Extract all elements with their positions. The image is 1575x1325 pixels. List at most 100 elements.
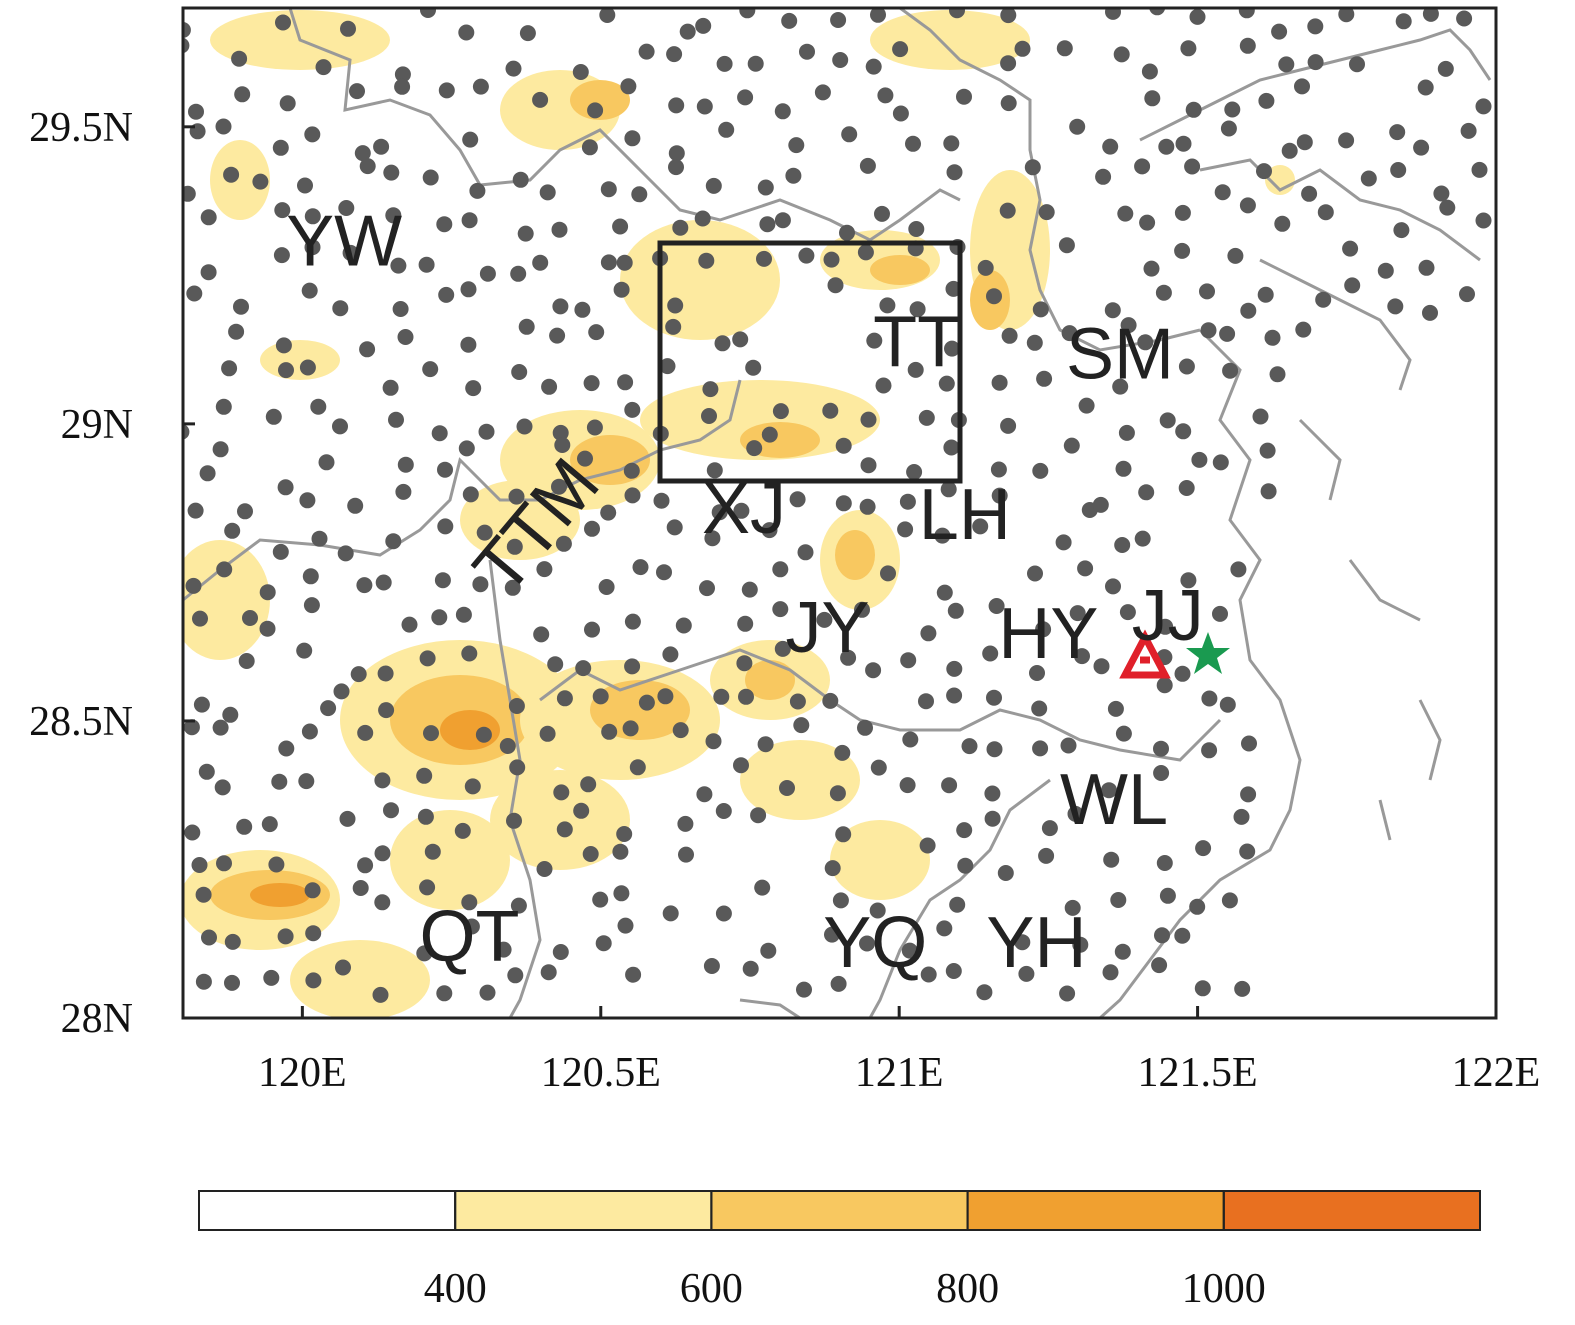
station xyxy=(536,561,553,578)
station xyxy=(946,660,963,677)
station xyxy=(1349,56,1365,73)
station xyxy=(750,807,767,824)
place-label: JJ xyxy=(1132,576,1204,656)
station xyxy=(388,411,404,428)
station xyxy=(1241,735,1257,752)
colorbar-label: 1000 xyxy=(1182,1266,1266,1312)
station xyxy=(277,928,294,945)
station xyxy=(434,572,451,589)
station xyxy=(1437,60,1454,77)
station xyxy=(518,318,535,335)
station xyxy=(1141,63,1158,80)
station xyxy=(613,281,630,298)
station xyxy=(1115,460,1132,477)
station xyxy=(1114,943,1131,960)
station xyxy=(1199,283,1215,300)
station xyxy=(1307,18,1324,35)
station xyxy=(431,425,448,442)
station xyxy=(622,720,639,737)
station xyxy=(991,487,1008,504)
station xyxy=(475,726,492,743)
station xyxy=(662,905,679,922)
station xyxy=(1041,820,1058,837)
station xyxy=(279,95,296,112)
station xyxy=(460,336,477,353)
station xyxy=(268,856,285,873)
station xyxy=(1018,965,1035,982)
station xyxy=(866,332,883,349)
place-label: YW xyxy=(286,202,402,282)
station xyxy=(1459,286,1475,303)
station xyxy=(759,216,776,233)
station xyxy=(1433,185,1450,202)
station xyxy=(183,185,196,202)
station xyxy=(1031,700,1048,717)
station xyxy=(1174,242,1191,259)
station xyxy=(907,361,924,378)
station xyxy=(1422,8,1439,22)
station xyxy=(1301,185,1318,202)
station xyxy=(224,522,241,539)
station xyxy=(1230,561,1247,578)
station xyxy=(946,164,963,181)
station xyxy=(961,738,978,755)
station xyxy=(695,17,712,34)
terrain-patch xyxy=(490,770,630,870)
boundary-line xyxy=(539,648,1222,762)
station xyxy=(713,688,730,705)
station xyxy=(1180,572,1197,589)
station xyxy=(799,43,815,60)
station xyxy=(216,561,233,578)
station xyxy=(580,776,597,793)
station xyxy=(397,456,414,473)
station xyxy=(1056,40,1073,57)
station xyxy=(1115,725,1132,742)
station xyxy=(183,719,200,736)
station xyxy=(745,359,762,376)
station xyxy=(438,286,455,303)
station xyxy=(880,565,896,582)
station xyxy=(788,137,805,154)
station xyxy=(1175,423,1192,440)
star-marker xyxy=(1186,632,1230,674)
station xyxy=(508,698,525,714)
station xyxy=(733,502,750,519)
station xyxy=(394,78,411,95)
station xyxy=(187,502,204,519)
station xyxy=(259,620,276,637)
station xyxy=(860,411,877,428)
station xyxy=(1077,560,1094,577)
y-tick-label: 29N xyxy=(61,402,133,448)
station xyxy=(301,282,318,299)
boundary-line xyxy=(183,379,742,602)
station xyxy=(936,584,953,601)
station xyxy=(424,843,441,860)
station xyxy=(478,423,495,440)
station xyxy=(1105,578,1121,595)
station xyxy=(401,616,418,633)
y-tick-label: 29.5N xyxy=(29,105,133,151)
station xyxy=(1260,483,1277,500)
station xyxy=(892,105,909,122)
station xyxy=(374,894,391,911)
station xyxy=(1390,162,1407,178)
station xyxy=(1074,648,1090,665)
x-tick-label: 121.5E xyxy=(1138,1050,1258,1096)
station xyxy=(510,897,527,914)
station xyxy=(469,182,486,199)
station xyxy=(629,759,646,776)
station xyxy=(472,576,489,593)
station xyxy=(584,520,600,537)
station xyxy=(259,584,276,601)
station xyxy=(461,212,478,229)
terrain-patch xyxy=(620,220,780,340)
station xyxy=(632,559,649,576)
station xyxy=(499,738,516,754)
terrain-patch xyxy=(870,255,930,285)
terrain-patch xyxy=(210,140,270,220)
station xyxy=(465,380,482,397)
station xyxy=(233,298,249,315)
station xyxy=(999,202,1016,219)
station xyxy=(417,808,434,825)
station xyxy=(479,984,496,1001)
